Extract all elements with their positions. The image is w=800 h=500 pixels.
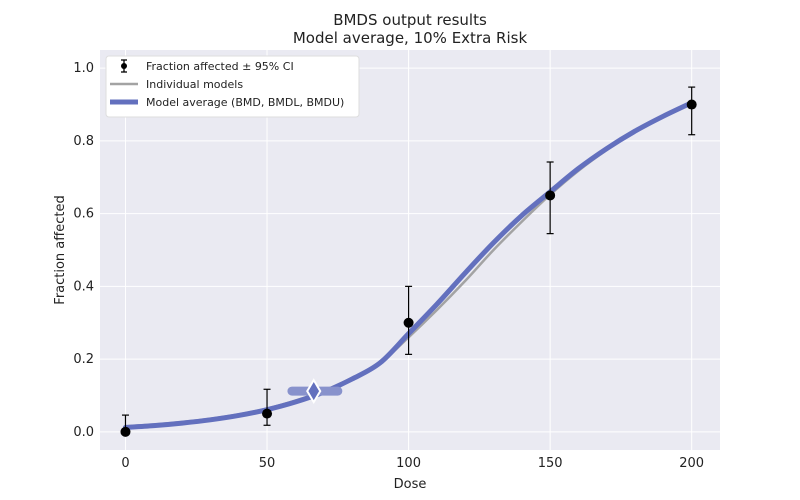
y-tick-label: 0.6	[73, 207, 94, 222]
legend: Fraction affected ± 95% CI Individual mo…	[105, 55, 360, 118]
observed-point	[545, 190, 556, 201]
chart-title: BMDS output results	[333, 11, 487, 29]
chart-subtitle: Model average, 10% Extra Risk	[293, 29, 528, 47]
legend-individual-label: Individual models	[146, 78, 243, 91]
y-tick-label: 0.4	[73, 279, 94, 294]
observed-point	[403, 317, 414, 328]
x-tick-label: 50	[259, 456, 276, 471]
legend-observed-marker	[121, 63, 127, 69]
y-axis: 0.0 0.2 0.4 0.6 0.8 1.0	[73, 61, 94, 440]
bmd-marker-group	[287, 378, 343, 405]
y-tick-label: 0.0	[73, 425, 94, 440]
x-tick-label: 0	[121, 456, 129, 471]
observed-point	[262, 408, 273, 419]
legend-average-label: Model average (BMD, BMDL, BMDU)	[146, 96, 344, 109]
x-tick-label: 100	[396, 456, 421, 471]
observed-point	[686, 99, 697, 110]
x-axis: 0 50 100 150 200	[121, 456, 704, 471]
y-axis-label: Fraction affected	[53, 195, 68, 304]
y-tick-label: 0.8	[73, 134, 94, 149]
x-tick-label: 150	[538, 456, 563, 471]
y-tick-label: 0.2	[73, 352, 94, 367]
observed-point	[120, 426, 131, 437]
bmd-marker	[306, 378, 322, 405]
observed-series	[120, 86, 697, 437]
x-tick-label: 200	[679, 456, 704, 471]
legend-box	[105, 55, 360, 118]
y-tick-label: 1.0	[73, 61, 94, 76]
legend-observed-label: Fraction affected ± 95% CI	[146, 60, 294, 73]
x-axis-label: Dose	[394, 477, 427, 492]
